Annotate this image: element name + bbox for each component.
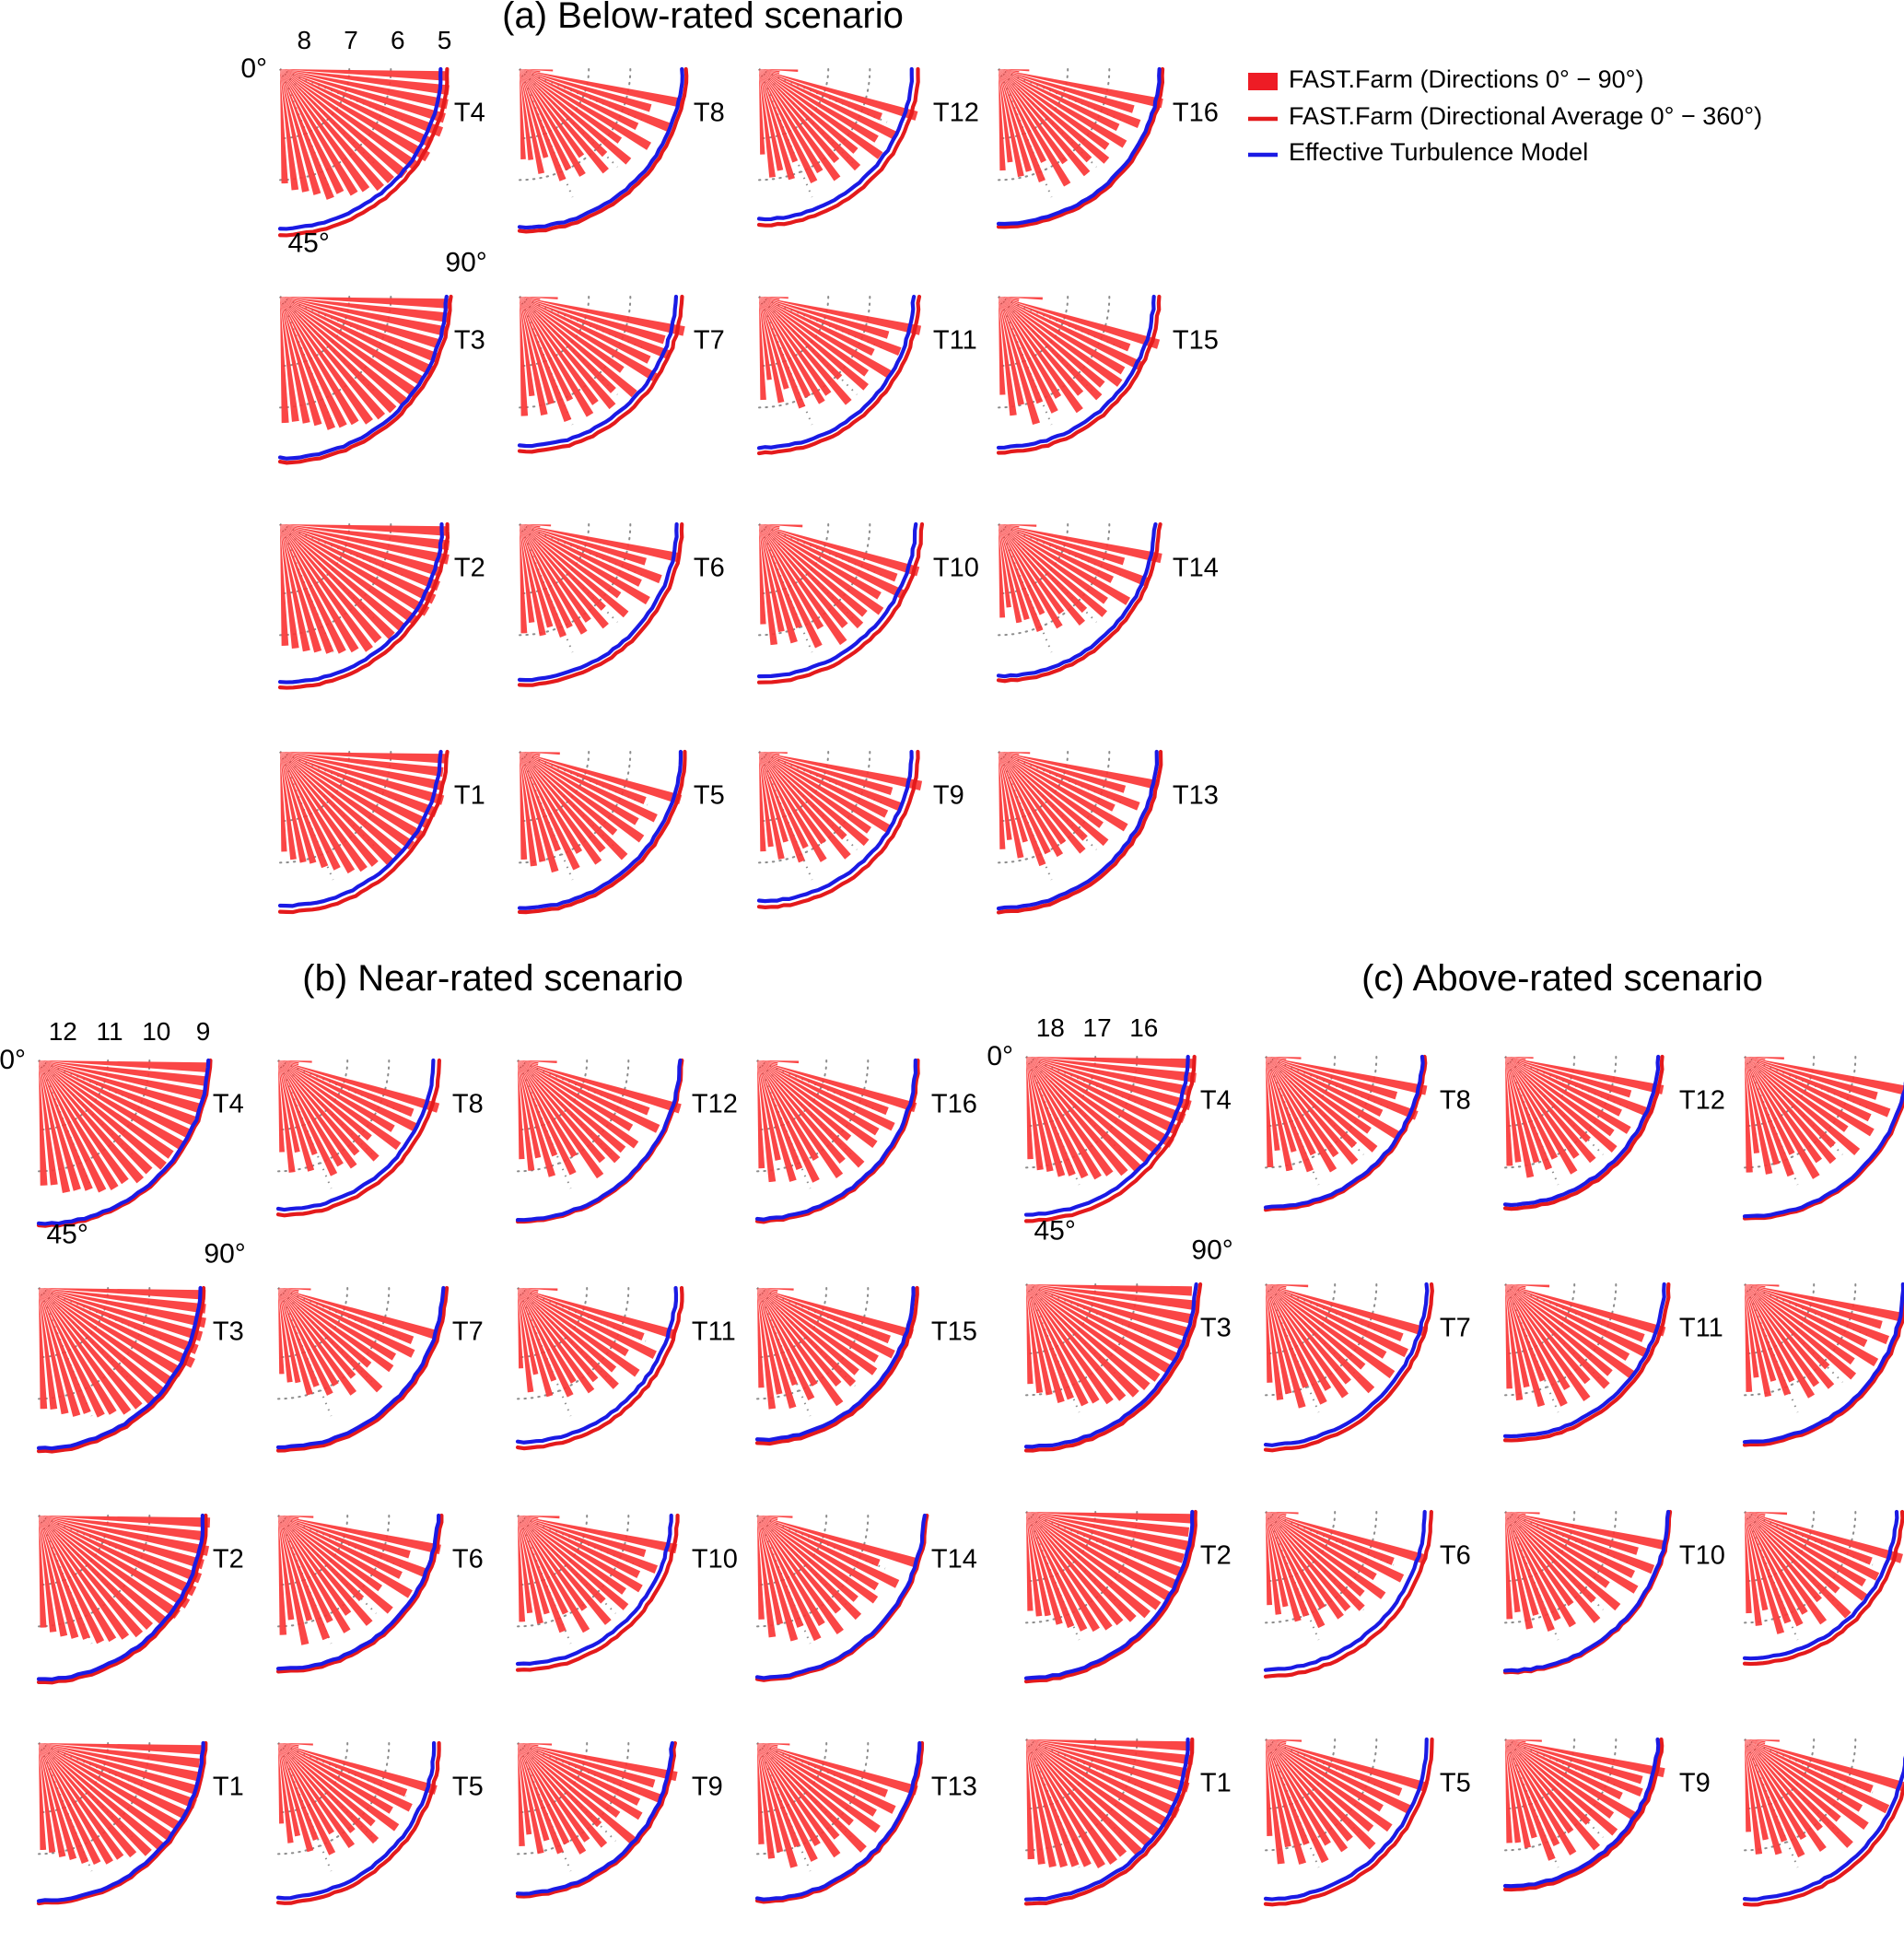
svg-text:10: 10: [142, 1017, 170, 1046]
svg-text:T6: T6: [452, 1544, 484, 1574]
svg-text:T13: T13: [931, 1772, 977, 1801]
svg-text:T14: T14: [931, 1544, 977, 1574]
svg-text:T7: T7: [452, 1317, 484, 1346]
svg-text:(c) Above-rated scenario: (c) Above-rated scenario: [1361, 958, 1763, 999]
svg-text:45°: 45°: [288, 228, 330, 259]
svg-text:T10: T10: [692, 1544, 738, 1574]
svg-text:T10: T10: [1679, 1540, 1725, 1570]
svg-text:45°: 45°: [47, 1220, 88, 1250]
svg-text:T15: T15: [931, 1317, 977, 1346]
svg-text:T1: T1: [454, 780, 485, 810]
svg-text:T16: T16: [1173, 98, 1219, 127]
svg-text:FAST.Farm (Directional Average: FAST.Farm (Directional Average 0° − 360°…: [1289, 102, 1762, 130]
svg-text:(b) Near-rated scenario: (b) Near-rated scenario: [302, 958, 683, 999]
svg-text:11: 11: [97, 1017, 123, 1046]
svg-text:90°: 90°: [445, 248, 486, 278]
svg-text:T3: T3: [213, 1317, 244, 1346]
svg-text:16: 16: [1129, 1013, 1158, 1042]
svg-text:T14: T14: [1173, 553, 1219, 582]
svg-text:T8: T8: [1440, 1085, 1471, 1115]
svg-text:T4: T4: [213, 1089, 244, 1118]
svg-text:T5: T5: [452, 1772, 484, 1801]
svg-text:T11: T11: [933, 325, 977, 355]
svg-text:Effective Turbulence Model: Effective Turbulence Model: [1289, 138, 1588, 166]
svg-text:T11: T11: [1679, 1313, 1723, 1342]
svg-text:6: 6: [391, 26, 405, 54]
svg-text:T6: T6: [694, 553, 725, 582]
svg-text:90°: 90°: [1191, 1235, 1232, 1266]
svg-text:T1: T1: [1200, 1768, 1232, 1797]
svg-text:FAST.Farm (Directions 0° − 90°: FAST.Farm (Directions 0° − 90°): [1289, 65, 1643, 93]
svg-text:T16: T16: [931, 1089, 977, 1118]
svg-text:T6: T6: [1440, 1540, 1471, 1570]
svg-text:12: 12: [49, 1017, 77, 1046]
svg-text:T8: T8: [694, 98, 725, 127]
svg-text:T12: T12: [692, 1089, 738, 1118]
svg-text:T7: T7: [694, 325, 725, 355]
svg-text:90°: 90°: [204, 1239, 245, 1270]
svg-text:17: 17: [1083, 1013, 1112, 1042]
svg-text:T4: T4: [454, 98, 485, 127]
svg-text:T2: T2: [454, 553, 485, 582]
svg-text:5: 5: [438, 26, 452, 54]
svg-text:T11: T11: [692, 1317, 736, 1346]
svg-text:T10: T10: [933, 553, 979, 582]
svg-text:9: 9: [196, 1017, 211, 1046]
svg-text:T9: T9: [692, 1772, 723, 1801]
svg-text:T15: T15: [1173, 325, 1219, 355]
svg-text:T1: T1: [213, 1772, 244, 1801]
svg-text:T7: T7: [1440, 1313, 1471, 1342]
svg-text:45°: 45°: [1034, 1216, 1076, 1247]
svg-text:T2: T2: [213, 1544, 244, 1574]
svg-text:T3: T3: [454, 325, 485, 355]
svg-text:T13: T13: [1173, 780, 1219, 810]
svg-text:18: 18: [1036, 1013, 1065, 1042]
svg-text:T5: T5: [1440, 1768, 1471, 1797]
svg-text:T12: T12: [1679, 1085, 1725, 1115]
svg-text:7: 7: [344, 26, 358, 54]
svg-text:T8: T8: [452, 1089, 484, 1118]
svg-text:(a) Below-rated scenario: (a) Below-rated scenario: [502, 0, 904, 36]
svg-text:T3: T3: [1200, 1313, 1232, 1342]
svg-text:0°: 0°: [987, 1041, 1013, 1071]
svg-text:8: 8: [298, 26, 312, 54]
svg-text:T4: T4: [1200, 1085, 1232, 1115]
svg-text:T5: T5: [694, 780, 725, 810]
svg-text:T2: T2: [1200, 1540, 1232, 1570]
svg-text:0°: 0°: [240, 53, 267, 84]
svg-text:T9: T9: [933, 780, 964, 810]
svg-text:T9: T9: [1679, 1768, 1711, 1797]
svg-text:0°: 0°: [0, 1045, 26, 1075]
svg-text:T12: T12: [933, 98, 979, 127]
